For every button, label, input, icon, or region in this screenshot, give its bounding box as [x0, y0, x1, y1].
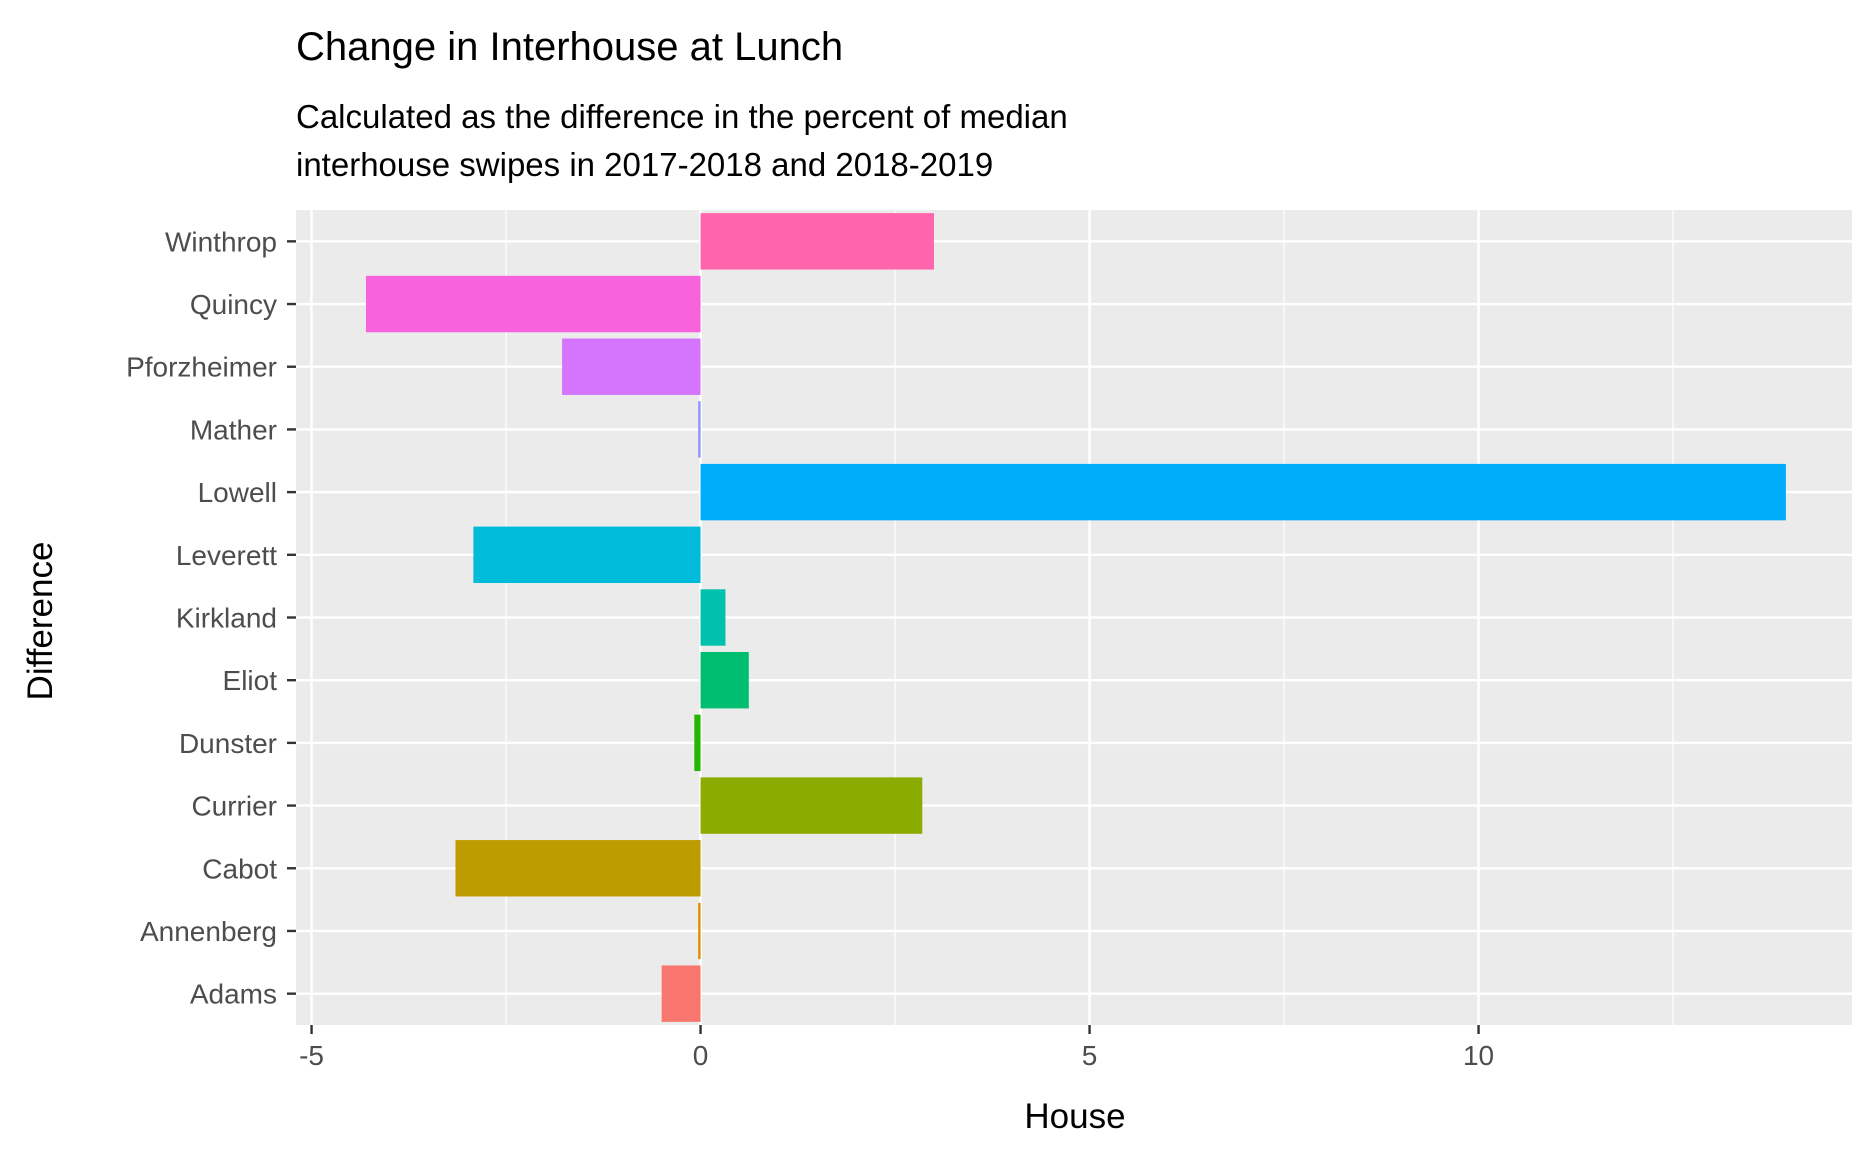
- y-tick-label-kirkland: Kirkland: [176, 603, 277, 634]
- bar-cabot: [455, 840, 701, 897]
- y-tick-label-currier: Currier: [191, 791, 277, 822]
- y-tick-label-adams: Adams: [190, 979, 277, 1010]
- bars: [366, 213, 1786, 1022]
- bar-annenberg: [698, 902, 701, 960]
- x-tick-label: 0: [693, 1040, 709, 1071]
- y-tick-label-dunster: Dunster: [179, 728, 277, 759]
- chart-title: Change in Interhouse at Lunch: [296, 25, 843, 69]
- x-axis-title: House: [1024, 1097, 1125, 1136]
- grid-lines: [296, 210, 1852, 1025]
- bar-eliot: [700, 651, 749, 709]
- chart-subtitle-line-1: Calculated as the difference in the perc…: [296, 98, 1068, 135]
- bar-winthrop: [700, 213, 934, 270]
- bar-kirkland: [700, 589, 726, 646]
- y-tick-label-annenberg: Annenberg: [140, 916, 277, 947]
- bar-adams: [661, 965, 701, 1022]
- y-axis-title: Difference: [21, 542, 60, 701]
- y-tick-label-pforzheimer: Pforzheimer: [126, 352, 277, 383]
- bar-quincy: [366, 275, 701, 333]
- bar-lowell: [700, 463, 1786, 521]
- bar-pforzheimer: [562, 338, 701, 395]
- y-tick-label-mather: Mather: [190, 414, 277, 445]
- y-axis: Adams Annenberg Cabot Currier Dunster Eliot Ki…: [126, 226, 296, 1010]
- y-tick-label-eliot: Eliot: [223, 665, 278, 696]
- y-tick-label-leverett: Leverett: [176, 540, 277, 571]
- y-tick-label-winthrop: Winthrop: [165, 226, 277, 257]
- bar-dunster: [694, 714, 701, 772]
- x-tick-label: 10: [1463, 1040, 1494, 1071]
- y-tick-label-lowell: Lowell: [198, 477, 277, 508]
- x-tick-label: 5: [1082, 1040, 1098, 1071]
- bar-currier: [700, 777, 923, 834]
- x-axis: -5 0 5 10: [299, 1025, 1494, 1071]
- y-tick-label-cabot: Cabot: [202, 853, 277, 884]
- y-tick-label-quincy: Quincy: [190, 289, 277, 320]
- bar-leverett: [473, 526, 701, 584]
- chart-subtitle-line-2: interhouse swipes in 2017-2018 and 2018-…: [296, 146, 993, 183]
- x-tick-label: -5: [299, 1040, 324, 1071]
- bar-mather: [698, 401, 701, 458]
